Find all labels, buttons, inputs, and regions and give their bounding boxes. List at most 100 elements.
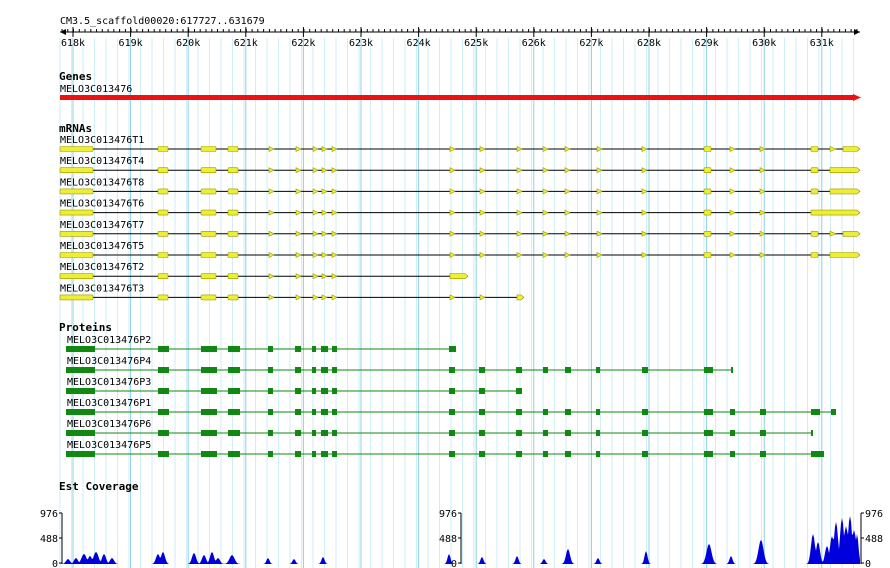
protein-block[interactable]	[321, 430, 328, 436]
mrna-exon[interactable]	[829, 188, 861, 195]
mrna-exon[interactable]	[227, 273, 239, 280]
protein-row[interactable]: MELO3C013476P3	[66, 377, 522, 394]
mrna-exon[interactable]	[842, 231, 861, 237]
mrna-row[interactable]: MELO3C013476T8	[59, 177, 861, 195]
mrna-exon[interactable]	[449, 167, 456, 174]
protein-block[interactable]	[66, 409, 95, 415]
mrna-exon[interactable]	[312, 294, 319, 301]
mrna-row[interactable]: MELO3C013476T7	[59, 220, 861, 237]
mrna-exon[interactable]	[331, 209, 338, 216]
mrna-exon[interactable]	[516, 230, 523, 237]
protein-block[interactable]	[596, 430, 600, 436]
protein-block[interactable]	[332, 430, 337, 436]
mrna-exon[interactable]	[810, 146, 819, 152]
mrna-exon[interactable]	[564, 188, 571, 195]
ruler-track[interactable]: CM3.5_scaffold00020:617727..631679 618k 6…	[60, 16, 860, 49]
protein-block[interactable]	[730, 451, 735, 457]
protein-block[interactable]	[704, 451, 713, 457]
mrna-exon[interactable]	[200, 252, 217, 258]
mrna-row[interactable]: MELO3C013476T1	[59, 135, 861, 152]
mrna-exon[interactable]	[810, 188, 819, 195]
mrna-exon[interactable]	[641, 230, 648, 237]
mrna-exon[interactable]	[200, 273, 217, 280]
mrna-exon[interactable]	[227, 231, 239, 237]
mrna-exon[interactable]	[200, 167, 217, 173]
protein-block[interactable]	[66, 346, 95, 352]
mrna-exon[interactable]	[295, 188, 302, 195]
mrna-exon[interactable]	[295, 230, 302, 237]
est-coverage-track[interactable]: Est Coverage 976 488 0 976 488 0 976 488 0	[40, 480, 883, 568]
protein-block[interactable]	[228, 430, 240, 436]
mrna-exon[interactable]	[268, 230, 275, 237]
mrna-exon[interactable]	[321, 252, 328, 258]
mrna-exon[interactable]	[157, 167, 169, 173]
mrna-exon[interactable]	[759, 209, 766, 216]
protein-block[interactable]	[321, 367, 328, 373]
protein-block[interactable]	[730, 409, 735, 415]
protein-block[interactable]	[295, 451, 301, 457]
protein-block[interactable]	[295, 346, 301, 352]
protein-block[interactable]	[66, 367, 95, 373]
mrna-exon[interactable]	[759, 252, 766, 258]
protein-block[interactable]	[449, 430, 455, 436]
mrna-exon[interactable]	[596, 252, 603, 258]
genes-track[interactable]: Genes MELO3C013476	[59, 70, 861, 101]
mrna-exon[interactable]	[516, 167, 523, 174]
protein-row[interactable]: MELO3C013476P4	[66, 356, 733, 373]
mrna-exon[interactable]	[542, 252, 549, 258]
protein-block[interactable]	[158, 430, 169, 436]
protein-block[interactable]	[731, 367, 733, 373]
mrna-exon[interactable]	[200, 294, 217, 301]
protein-block[interactable]	[516, 388, 522, 394]
mrna-exon[interactable]	[295, 209, 302, 216]
mrna-exon[interactable]	[596, 230, 603, 237]
mrna-exon[interactable]	[810, 231, 819, 237]
mrna-exon[interactable]	[157, 209, 169, 216]
protein-block[interactable]	[704, 430, 713, 436]
mrna-exon[interactable]	[268, 252, 275, 258]
mrna-exon[interactable]	[331, 273, 338, 280]
protein-block[interactable]	[831, 409, 836, 415]
mrna-exon[interactable]	[641, 209, 648, 216]
mrna-exon[interactable]	[268, 146, 275, 152]
mrna-exon[interactable]	[542, 230, 549, 237]
protein-block[interactable]	[642, 409, 648, 415]
protein-block[interactable]	[201, 388, 217, 394]
protein-block[interactable]	[811, 451, 824, 457]
mrna-exon[interactable]	[449, 294, 456, 301]
mrna-exon[interactable]	[542, 209, 549, 216]
mrna-exon[interactable]	[479, 167, 486, 174]
proteins-track[interactable]: Proteins MELO3C013476P2 MELO3C013476P4 MEL…	[59, 321, 836, 457]
protein-block[interactable]	[516, 430, 522, 436]
protein-block[interactable]	[811, 430, 813, 436]
mrna-exon[interactable]	[759, 167, 766, 174]
protein-block[interactable]	[543, 451, 548, 457]
protein-block[interactable]	[268, 409, 273, 415]
mrna-exon[interactable]	[516, 209, 523, 216]
mrna-exon[interactable]	[59, 209, 94, 216]
protein-block[interactable]	[449, 409, 455, 415]
mrna-exon[interactable]	[564, 230, 571, 237]
mrna-exon[interactable]	[331, 252, 338, 258]
protein-block[interactable]	[228, 451, 240, 457]
protein-block[interactable]	[201, 346, 217, 352]
mrna-exon[interactable]	[729, 252, 736, 258]
mrna-exon[interactable]	[331, 167, 338, 174]
mrna-exon[interactable]	[810, 252, 819, 258]
mrna-exon[interactable]	[516, 252, 523, 258]
mrna-exon[interactable]	[479, 188, 486, 195]
protein-block[interactable]	[66, 388, 95, 394]
mrna-exon[interactable]	[596, 188, 603, 195]
protein-block[interactable]	[321, 388, 328, 394]
mrna-exon[interactable]	[703, 188, 712, 195]
mrna-exon[interactable]	[759, 146, 766, 152]
protein-block[interactable]	[295, 430, 301, 436]
protein-block[interactable]	[332, 451, 337, 457]
mrna-exon[interactable]	[331, 146, 338, 152]
mrna-exon[interactable]	[479, 209, 486, 216]
mrna-exon[interactable]	[516, 146, 523, 152]
mrna-exon[interactable]	[449, 273, 469, 280]
mrna-exon[interactable]	[810, 209, 861, 216]
protein-block[interactable]	[704, 367, 713, 373]
mrna-exon[interactable]	[703, 231, 712, 237]
